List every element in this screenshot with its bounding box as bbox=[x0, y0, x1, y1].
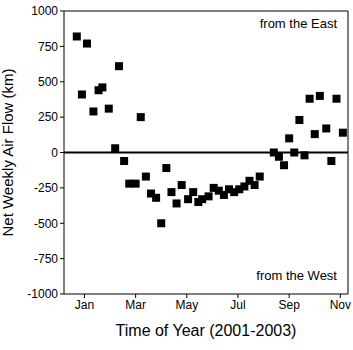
svg-text:250: 250 bbox=[38, 110, 58, 124]
html-text:from the East: from the East bbox=[259, 16, 337, 31]
svg-text:Jan: Jan bbox=[75, 298, 94, 312]
svg-text:-750: -750 bbox=[34, 252, 58, 266]
svg-text:Mar: Mar bbox=[125, 298, 146, 312]
svg-text:1000: 1000 bbox=[31, 4, 58, 18]
svg-text:-1000: -1000 bbox=[27, 287, 58, 301]
svg-text:0: 0 bbox=[51, 146, 58, 160]
svg-text:750: 750 bbox=[38, 40, 58, 54]
svg-text:Nov: Nov bbox=[330, 298, 345, 312]
html-text:from the West: from the West bbox=[256, 268, 337, 283]
svg-text:May: May bbox=[175, 298, 198, 312]
svg-text:Sep: Sep bbox=[278, 298, 300, 312]
svg-text:Net Weekly Air Flow (km): Net Weekly Air Flow (km) bbox=[8, 68, 16, 236]
svg-text:Time of Year (2001-2003): Time of Year (2001-2003) bbox=[116, 322, 297, 339]
svg-text:500: 500 bbox=[38, 75, 58, 89]
svg-text:-250: -250 bbox=[34, 181, 58, 195]
svg-text:-500: -500 bbox=[34, 217, 58, 231]
svg-text:Jul: Jul bbox=[230, 298, 245, 312]
